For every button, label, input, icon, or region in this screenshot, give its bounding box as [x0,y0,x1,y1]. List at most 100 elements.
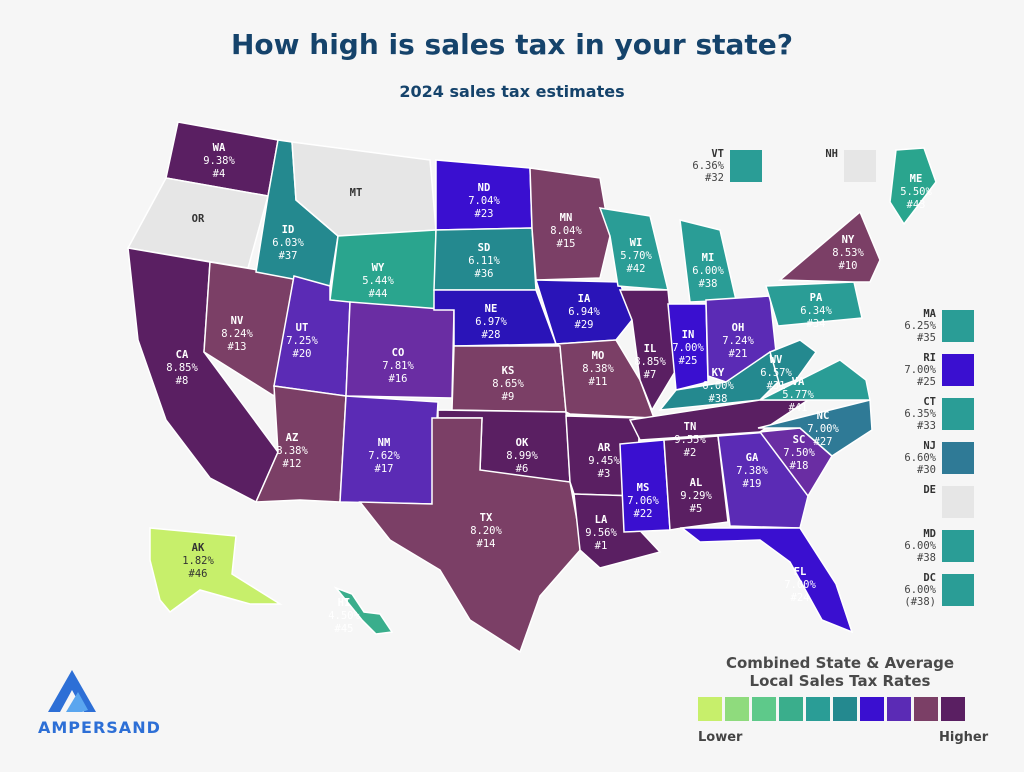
state-rate: 8.85% [634,356,666,368]
state-code: AR [598,442,611,454]
state-code: OK [516,437,529,449]
state-rank: #37 [279,250,298,262]
state-rank: #41 [789,402,808,414]
state-code: IA [578,293,591,305]
state-rank: #17 [375,463,394,475]
state-label-ny: NY 8.53% #10 [832,234,864,272]
state-label-il: IL 8.85% #7 [634,343,666,381]
state-code: CA [176,349,189,361]
state-rate: 8.85% [166,362,198,374]
state-label-nv: NV 8.24% #13 [221,315,253,353]
state-label-sd: SD 6.11% #36 [468,242,500,280]
state-label-mn: MN 8.04% #15 [550,212,582,250]
small-state-code: DC [923,572,936,584]
state-rate: 7.50% [783,447,815,459]
state-code: NM [378,437,391,449]
state-il [618,289,677,412]
small-state-label-vt: VT 6.36% #32 [664,148,724,184]
state-mo [553,339,656,419]
legend-swatch-7 [860,697,884,721]
state-al [663,435,729,531]
state-label-wi: WI 5.70% #42 [620,237,652,275]
state-tx [358,417,583,654]
state-rate: 7.81% [382,360,414,372]
state-rate: 9.55% [674,434,706,446]
state-fl [679,527,854,634]
legend-title-line2: Local Sales Tax Rates [749,672,931,690]
state-code: WA [213,142,226,154]
state-rate: 6.00% [692,265,724,277]
state-label-ky: KY 6.00% #38 [702,367,734,405]
state-rank: #6 [516,463,529,475]
state-code: ND [478,182,491,194]
state-rank: #27 [814,436,833,448]
state-me [889,147,937,226]
small-state-box-dc [942,574,974,606]
state-code: MN [560,212,573,224]
state-label-al: AL 9.29% #5 [680,477,712,515]
state-label-wy: WY 5.44% #44 [362,262,394,300]
state-rate: 1.82% [182,555,214,567]
state-code: WY [372,262,385,274]
state-rate: 8.65% [492,378,524,390]
state-label-id: ID 6.03% #37 [272,224,304,262]
state-rate: 9.38% [203,155,235,167]
state-rate: 6.57% [760,367,792,379]
state-rate: 8.99% [506,450,538,462]
state-rate: 8.53% [832,247,864,259]
legend-swatch-2 [725,697,749,721]
legend-color-scale [698,697,965,721]
state-rate: 6.11% [468,255,500,267]
state-label-ne: NE 6.97% #28 [475,303,507,341]
state-rank: #14 [477,538,496,550]
state-code: HI [338,597,351,609]
state-code: AK [192,542,205,554]
small-state-box-ma [942,310,974,342]
state-label-in: IN 7.00% #25 [672,329,704,367]
state-rank: #11 [589,376,608,388]
small-state-rank: #32 [705,172,724,184]
state-label-fl: FL 7.00% #24 [784,566,816,604]
state-rank: #25 [679,355,698,367]
legend-swatch-3 [752,697,776,721]
state-code: WI [630,237,643,249]
state-code: MT [350,187,363,199]
state-rate: 5.70% [620,250,652,262]
small-state-box-nj [942,442,974,474]
state-rank: #5 [690,503,703,515]
small-state-label-dc: DC 6.00% (#38) [876,572,936,608]
state-rate: 6.00% [702,380,734,392]
small-state-rate: 6.00% [904,584,936,596]
small-state-rate: 6.36% [692,160,724,172]
small-state-box-md [942,530,974,562]
state-rank: #43 [907,199,926,211]
state-nc [757,399,873,457]
state-label-ca: CA 8.85% #8 [166,349,198,387]
small-state-code: NJ [923,440,936,452]
state-rank: #38 [709,393,728,405]
small-state-rank: #38 [917,552,936,564]
small-state-rate: 6.00% [904,540,936,552]
state-rate: 9.29% [680,490,712,502]
small-state-code: VT [711,148,724,160]
legend-swatch-4 [779,697,803,721]
small-state-code: DE [923,484,936,496]
state-tn [628,399,811,441]
state-hi [333,586,394,635]
state-rank: #2 [684,447,697,459]
small-state-rank: #35 [917,332,936,344]
state-code: KS [502,365,515,377]
small-state-rate: 6.35% [904,408,936,420]
state-rate: 7.06% [627,495,659,507]
state-rate: 4.50% [328,610,360,622]
state-code: FL [794,566,807,578]
state-label-hi: HI 4.50% #45 [328,597,360,635]
state-label-va: VA 5.77% #41 [782,376,814,414]
small-state-code: CT [923,396,936,408]
state-code: UT [296,322,309,334]
small-state-rank: (#38) [904,596,936,608]
state-rank: #24 [791,592,810,604]
state-code: IL [644,343,657,355]
state-code: OH [732,322,745,334]
state-ak [149,527,283,614]
